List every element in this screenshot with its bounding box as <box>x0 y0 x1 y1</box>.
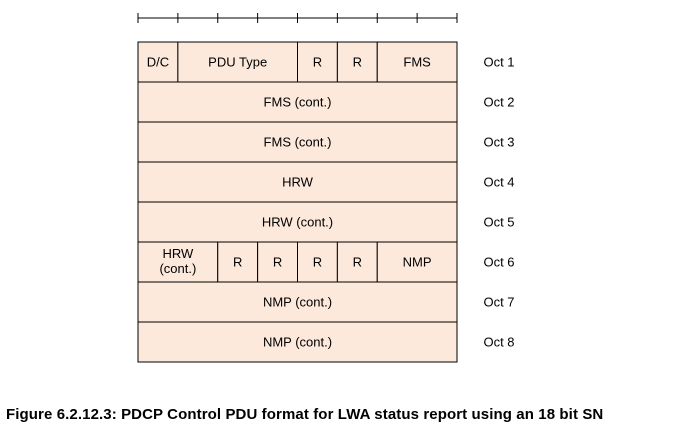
octet-row: FMS (cont.) Oct 3 <box>137 121 515 163</box>
octet-label: Oct 3 <box>483 135 514 150</box>
octet-label: Oct 4 <box>483 175 514 190</box>
field-label: HRW (cont.) <box>159 246 196 276</box>
octet-label: Oct 7 <box>483 295 514 310</box>
octet-label: Oct 2 <box>483 95 514 110</box>
field-cell <box>137 201 458 243</box>
octet-row: FMS (cont.) Oct 2 <box>137 81 515 123</box>
octet-row: HRW (cont.) R R R R NMP Oct 6 <box>137 241 515 283</box>
field-label: HRW (cont.) <box>262 215 333 230</box>
field-cell <box>336 241 378 283</box>
octet-label: Oct 1 <box>483 55 514 70</box>
field-label: R <box>233 255 242 270</box>
field-label: FMS (cont.) <box>264 95 332 110</box>
figure-caption: Figure 6.2.12.3: PDCP Control PDU format… <box>6 406 604 423</box>
field-cell <box>177 41 298 83</box>
octet-label: Oct 8 <box>483 335 514 350</box>
octet-row: NMP (cont.) Oct 7 <box>137 281 515 323</box>
field-cell <box>137 241 219 283</box>
octet-row: D/C PDU Type R R FMS Oct 1 <box>137 41 515 83</box>
field-label: R <box>313 55 322 70</box>
field-label: NMP (cont.) <box>263 335 332 350</box>
field-cell <box>297 241 338 283</box>
field-cell <box>336 41 378 83</box>
field-cell <box>137 281 458 323</box>
bit-ruler <box>137 13 458 23</box>
field-label: NMP (cont.) <box>263 295 332 310</box>
octet-row: HRW (cont.) Oct 5 <box>137 201 515 243</box>
field-cell <box>137 321 458 363</box>
field-label: NMP <box>403 255 432 270</box>
field-cell <box>137 81 458 123</box>
field-label: HRW <box>282 175 314 190</box>
field-label: PDU Type <box>208 55 267 70</box>
field-cell <box>376 41 458 83</box>
octet-label: Oct 6 <box>483 255 514 270</box>
field-cell <box>376 241 458 283</box>
octet-row: NMP (cont.) Oct 8 <box>137 321 515 363</box>
field-cell <box>257 241 298 283</box>
field-label: FMS <box>403 55 431 70</box>
field-label: R <box>273 255 282 270</box>
field-label: R <box>353 255 362 270</box>
field-cell <box>137 161 458 203</box>
field-cell <box>137 121 458 163</box>
octet-label: Oct 5 <box>483 215 514 230</box>
field-label: D/C <box>147 55 169 70</box>
field-label: FMS (cont.) <box>264 135 332 150</box>
field-label: R <box>313 255 322 270</box>
field-label: R <box>353 55 362 70</box>
octet-row: HRW Oct 4 <box>137 161 515 203</box>
